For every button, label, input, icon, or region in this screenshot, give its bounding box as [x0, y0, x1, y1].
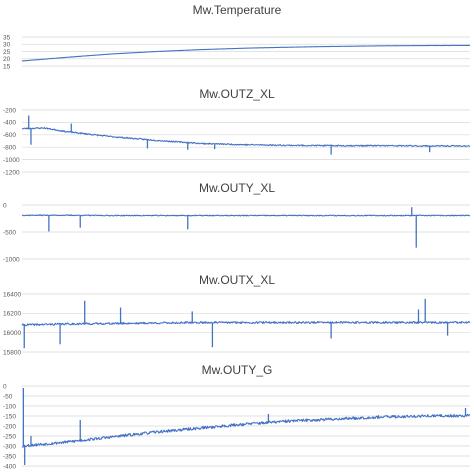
y-tick-label: 0: [3, 202, 7, 209]
y-tick-label: 30: [3, 42, 11, 49]
y-tick-label: -300: [3, 443, 16, 450]
chart-title-1: Mw.Temperature: [193, 3, 282, 17]
y-tick-label: 15800: [3, 349, 21, 356]
y-tick-label: 35: [3, 34, 11, 41]
y-tick-label: -1200: [3, 169, 20, 176]
y-tick-label: 16200: [3, 311, 21, 318]
y-tick-label: -100: [3, 403, 16, 410]
y-tick-label: -400: [3, 463, 16, 470]
series-line-3: [21, 214, 471, 217]
y-tick-label: -50: [3, 393, 13, 400]
y-tick-label: 16000: [3, 330, 21, 337]
y-tick-label: 20: [3, 56, 11, 63]
y-tick-label: -200: [3, 423, 16, 430]
y-tick-label: -1000: [3, 256, 20, 263]
y-tick-label: -150: [3, 413, 16, 420]
chart-title-4: Mw.OUTX_XL: [199, 273, 275, 287]
y-tick-label: -400: [3, 120, 16, 127]
y-tick-label: -600: [3, 132, 16, 139]
y-tick-label: -800: [3, 145, 16, 152]
y-tick-label: 25: [3, 49, 11, 56]
y-tick-label: 15: [3, 63, 11, 70]
chart-title-5: Mw.OUTY_G: [202, 363, 273, 377]
y-tick-label: -500: [3, 229, 16, 236]
series-line-4: [21, 321, 471, 327]
y-tick-label: -200: [3, 107, 16, 114]
y-tick-label: 0: [3, 383, 7, 390]
y-tick-label: 16400: [3, 291, 21, 298]
series-line-5: [21, 413, 471, 448]
y-tick-label: -350: [3, 453, 16, 460]
series-line-2: [21, 127, 471, 148]
y-tick-label: -1000: [3, 157, 20, 164]
y-tick-label: -250: [3, 433, 16, 440]
chart-title-3: Mw.OUTY_XL: [199, 181, 275, 195]
chart-title-2: Mw.OUTZ_XL: [199, 87, 275, 101]
series-line-1: [21, 44, 471, 62]
